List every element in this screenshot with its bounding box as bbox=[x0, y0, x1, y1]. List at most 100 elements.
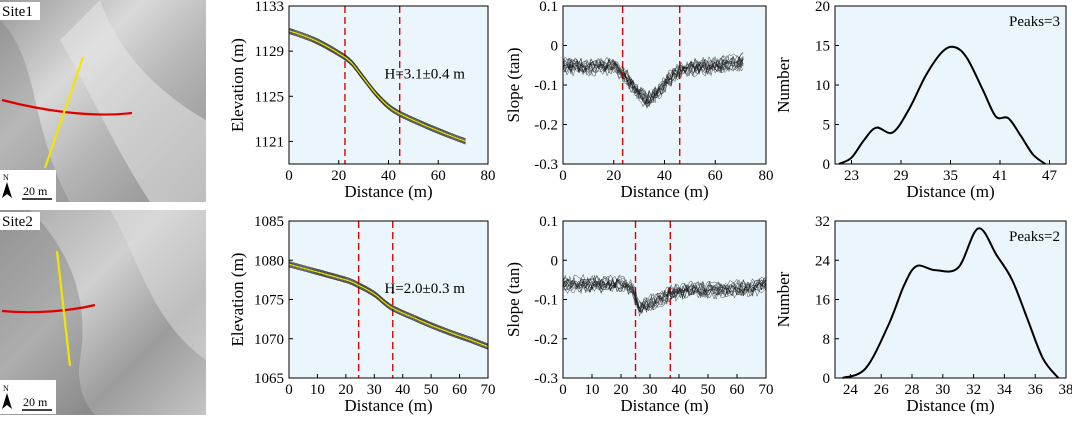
site1-profile-line bbox=[43, 56, 85, 169]
x-tick-label: 40 bbox=[672, 382, 687, 398]
plot-background bbox=[835, 6, 1066, 164]
y-axis-title: Number bbox=[774, 271, 793, 327]
x-tick-label: 32 bbox=[966, 382, 981, 398]
plot-background bbox=[563, 221, 766, 378]
x-axis-title: Distance (m) bbox=[344, 182, 432, 201]
y-tick-label: 24 bbox=[815, 253, 831, 269]
y-tick-label: 1080 bbox=[254, 253, 284, 269]
elevation-profile-line bbox=[288, 265, 489, 349]
plot-background bbox=[289, 221, 488, 378]
elevation-profile-line bbox=[288, 264, 489, 348]
site2-map: Site2 N 20 m bbox=[0, 210, 206, 415]
x-tick-label: 50 bbox=[424, 382, 439, 398]
elevation-profile-line bbox=[288, 266, 489, 350]
x-tick-label: 20 bbox=[338, 382, 353, 398]
x-tick-label: 20 bbox=[606, 168, 621, 184]
x-tick-label: 40 bbox=[395, 382, 410, 398]
x-tick-label: 28 bbox=[905, 382, 920, 398]
y-axis-title: Number bbox=[774, 57, 793, 113]
slope-profile-line bbox=[562, 275, 767, 309]
plot-background bbox=[835, 221, 1066, 378]
x-tick-label: 70 bbox=[759, 382, 774, 398]
y-tick-label: 10 bbox=[815, 78, 830, 94]
x-tick-label: 40 bbox=[381, 168, 396, 184]
y-tick-label: 5 bbox=[823, 118, 831, 134]
x-tick-label: 20 bbox=[331, 168, 346, 184]
x-axis-title: Distance (m) bbox=[906, 396, 994, 415]
site1-scale-label: 20 m bbox=[23, 184, 48, 198]
annotation-label: H=3.1±0.4 m bbox=[385, 67, 466, 83]
x-tick-label: 80 bbox=[481, 168, 496, 184]
y-tick-label: 0.1 bbox=[539, 0, 558, 15]
x-tick-label: 24 bbox=[843, 382, 859, 398]
elevation-profile-line bbox=[288, 32, 466, 144]
y-tick-label: 1075 bbox=[254, 293, 284, 309]
y-axis-title: Slope (tan) bbox=[504, 47, 523, 122]
y-tick-label: -0.3 bbox=[534, 371, 558, 387]
y-axis-title: Slope (tan) bbox=[504, 262, 523, 337]
site2-scale-box bbox=[0, 380, 56, 414]
y-tick-label: 1125 bbox=[255, 89, 284, 105]
y-tick-label: 1129 bbox=[255, 44, 284, 60]
x-tick-label: 30 bbox=[935, 382, 950, 398]
y-tick-label: -0.1 bbox=[534, 293, 558, 309]
mean-profile-line bbox=[288, 30, 466, 143]
y-axis-title: Elevation (m) bbox=[228, 38, 247, 132]
y-tick-label: 0 bbox=[823, 371, 831, 387]
elevation-profile-line bbox=[288, 261, 489, 345]
site1-scarp-line bbox=[1, 98, 133, 116]
elevation-profile-line bbox=[288, 27, 466, 139]
y-tick-label: 1085 bbox=[254, 214, 284, 230]
x-tick-label: 10 bbox=[310, 382, 325, 398]
x-tick-label: 30 bbox=[643, 382, 658, 398]
y-tick-label: -0.3 bbox=[534, 157, 558, 173]
density-curve bbox=[842, 227, 1060, 379]
x-tick-label: 60 bbox=[452, 382, 467, 398]
site1-label-box bbox=[0, 2, 40, 20]
y-tick-label: 16 bbox=[815, 293, 831, 309]
site1-scale-box bbox=[0, 170, 56, 202]
x-tick-label: 0 bbox=[559, 382, 567, 398]
y-tick-label: -0.2 bbox=[534, 118, 558, 134]
y-tick-label: 0.1 bbox=[539, 214, 558, 230]
elevation-profile-line bbox=[288, 262, 489, 346]
x-tick-label: 60 bbox=[730, 382, 745, 398]
site2-north-letter: N bbox=[3, 384, 9, 393]
north-arrow-icon bbox=[2, 182, 12, 198]
site2-scale-label: 20 m bbox=[23, 395, 48, 409]
x-tick-label: 35 bbox=[943, 168, 958, 184]
slope-profile-line bbox=[562, 277, 767, 311]
slope-profile-line bbox=[562, 273, 767, 306]
chart-p22: 0 10 20 30 40 50 60 70 0.1 0 -0.1 -0.2 -0.3 Distance … bbox=[504, 214, 774, 415]
y-tick-label: 1121 bbox=[255, 134, 284, 150]
x-tick-label: 41 bbox=[993, 168, 1008, 184]
x-axis-title: Distance (m) bbox=[344, 396, 432, 415]
site2-scarp-line bbox=[1, 303, 96, 314]
y-tick-label: 8 bbox=[823, 332, 831, 348]
y-tick-label: -0.2 bbox=[534, 332, 558, 348]
y-tick-label: 0 bbox=[551, 253, 559, 269]
x-tick-label: 10 bbox=[585, 382, 600, 398]
x-axis-title: Distance (m) bbox=[620, 396, 708, 415]
y-tick-label: 20 bbox=[815, 0, 830, 15]
site1-valley-shade bbox=[0, 20, 70, 202]
y-tick-label: 1070 bbox=[254, 332, 284, 348]
site2-label-box bbox=[0, 212, 40, 230]
y-tick-label: 32 bbox=[815, 214, 830, 230]
x-tick-label: 60 bbox=[431, 168, 446, 184]
x-tick-label: 36 bbox=[1028, 382, 1044, 398]
annotation-label: H=2.0±0.3 m bbox=[385, 281, 466, 297]
annotation-label: Peaks=2 bbox=[1009, 229, 1060, 245]
x-tick-label: 26 bbox=[874, 382, 890, 398]
site2-label: Site2 bbox=[2, 214, 33, 230]
x-tick-label: 34 bbox=[997, 382, 1013, 398]
x-tick-label: 20 bbox=[614, 382, 629, 398]
site2-profile-line bbox=[55, 250, 72, 367]
chart-p11: 0 20 40 60 80 1121 1125 1129 1133 Distance (m) Ele… bbox=[228, 0, 496, 201]
x-tick-label: 80 bbox=[759, 168, 774, 184]
elevation-profile-line bbox=[288, 33, 466, 145]
x-axis-title: Distance (m) bbox=[906, 182, 994, 201]
y-tick-label: 0 bbox=[823, 157, 831, 173]
